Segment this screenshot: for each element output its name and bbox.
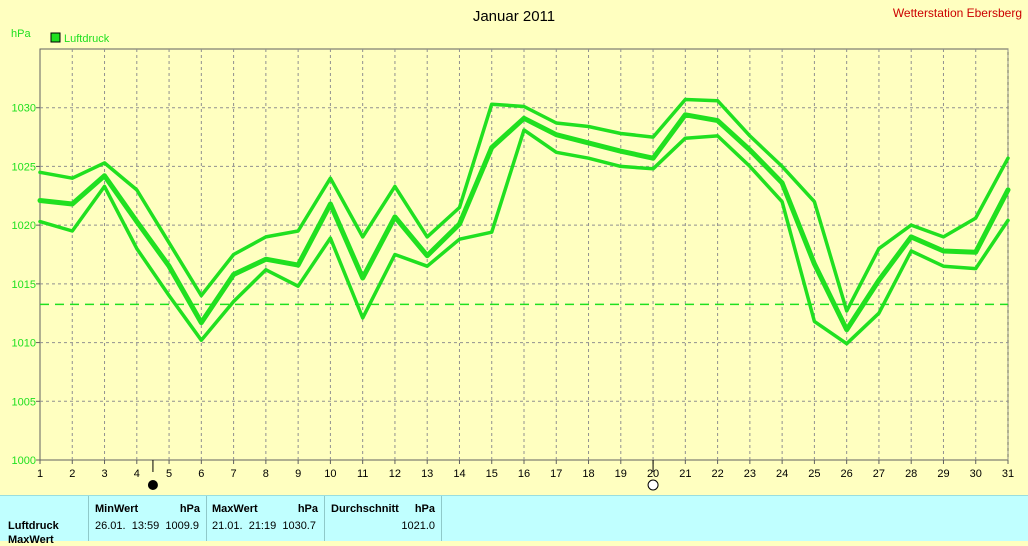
max-column: MaxWert hPa 21.01. 21:19 1030.7 — [206, 496, 325, 541]
x-tick-label: 23 — [744, 468, 756, 480]
x-tick-label: 21 — [679, 468, 691, 480]
series-group — [37, 97, 1011, 346]
x-tick-label: 9 — [295, 468, 301, 480]
stats-panel: Luftdruck MaxWert MinWert hPa 26.01. 13:… — [0, 495, 1028, 546]
y-tick-label: 1025 — [12, 161, 36, 173]
legend: Luftdruck — [50, 32, 110, 45]
pressure-chart: Januar 2011 Wetterstation Ebersberg hPa … — [11, 6, 1022, 491]
x-tick-label: 24 — [776, 468, 788, 480]
x-tick-label: 4 — [134, 468, 140, 480]
stats-row-label-2: MaxWert — [8, 534, 54, 546]
x-tick-label: 2 — [69, 468, 75, 480]
max-header: MaxWert — [212, 503, 258, 515]
x-tick-label: 20 — [647, 468, 659, 480]
x-tick-label: 27 — [873, 468, 885, 480]
x-tick-label: 17 — [550, 468, 562, 480]
y-axis: 1000 1005 1010 1015 1020 1025 1030 — [12, 103, 40, 467]
x-tick-label: 3 — [101, 468, 107, 480]
x-tick-label: 19 — [615, 468, 627, 480]
y-tick-label: 1020 — [12, 220, 36, 232]
legend-swatch — [50, 32, 61, 43]
station-name: Wetterstation Ebersberg — [893, 6, 1022, 20]
y-tick-label: 1030 — [12, 103, 36, 115]
series-line-mean — [37, 112, 1011, 333]
x-tick-label: 18 — [582, 468, 594, 480]
legend-label: Luftdruck — [64, 33, 110, 45]
min-column: MinWert hPa 26.01. 13:59 1009.9 — [88, 496, 207, 541]
avg-column: Durchschnitt hPa 1021.0 — [325, 496, 442, 541]
x-tick-label: 31 — [1002, 468, 1014, 480]
moon-markers — [147, 460, 659, 491]
y-tick-label: 1000 — [12, 455, 36, 467]
x-tick-label: 22 — [711, 468, 723, 480]
min-value: 26.01. 13:59 1009.9 — [95, 520, 199, 532]
x-tick-label: 15 — [486, 468, 498, 480]
avg-unit: hPa — [414, 503, 435, 515]
x-tick-label: 28 — [905, 468, 917, 480]
x-tick-label: 5 — [166, 468, 172, 480]
full-moon-icon — [647, 479, 659, 491]
x-tick-label: 12 — [389, 468, 401, 480]
x-tick-label: 26 — [841, 468, 853, 480]
chart-canvas: Januar 2011 Wetterstation Ebersberg hPa … — [11, 6, 1022, 491]
x-tick-label: 11 — [357, 468, 368, 480]
x-tick-label: 25 — [808, 468, 820, 480]
series-line-max — [38, 97, 1010, 313]
y-tick-label: 1015 — [12, 279, 36, 291]
new-moon-icon — [147, 480, 158, 490]
series-line-min — [38, 128, 1010, 346]
x-tick-label: 29 — [937, 468, 949, 480]
x-tick-label: 8 — [263, 468, 269, 480]
avg-value: 1021.0 — [401, 520, 435, 532]
min-header: MinWert — [95, 503, 139, 515]
grid — [40, 49, 1009, 460]
x-tick-label: 16 — [518, 468, 530, 480]
x-tick-label: 10 — [324, 468, 336, 480]
x-tick-label: 14 — [453, 468, 465, 480]
max-unit: hPa — [297, 503, 318, 515]
x-tick-label: 13 — [421, 468, 433, 480]
y-axis-label: hPa — [11, 28, 31, 40]
x-tick-label: 6 — [198, 468, 204, 480]
x-tick-label: 30 — [970, 468, 982, 480]
avg-header: Durchschnitt — [331, 503, 399, 515]
x-tick-label: 7 — [231, 468, 237, 480]
x-tick-label: 1 — [37, 468, 43, 480]
min-unit: hPa — [179, 503, 200, 515]
y-tick-label: 1010 — [12, 338, 36, 350]
max-value: 21.01. 21:19 1030.7 — [212, 520, 316, 532]
x-axis: 1 2 3 4 5 6 7 8 9 10 11 12 13 14 15 16 17 18 19 20 21 22 23 24 2… — [37, 460, 1014, 480]
y-tick-label: 1005 — [12, 396, 36, 408]
stats-row-label: Luftdruck — [8, 520, 59, 532]
chart-title: Januar 2011 — [473, 8, 555, 25]
